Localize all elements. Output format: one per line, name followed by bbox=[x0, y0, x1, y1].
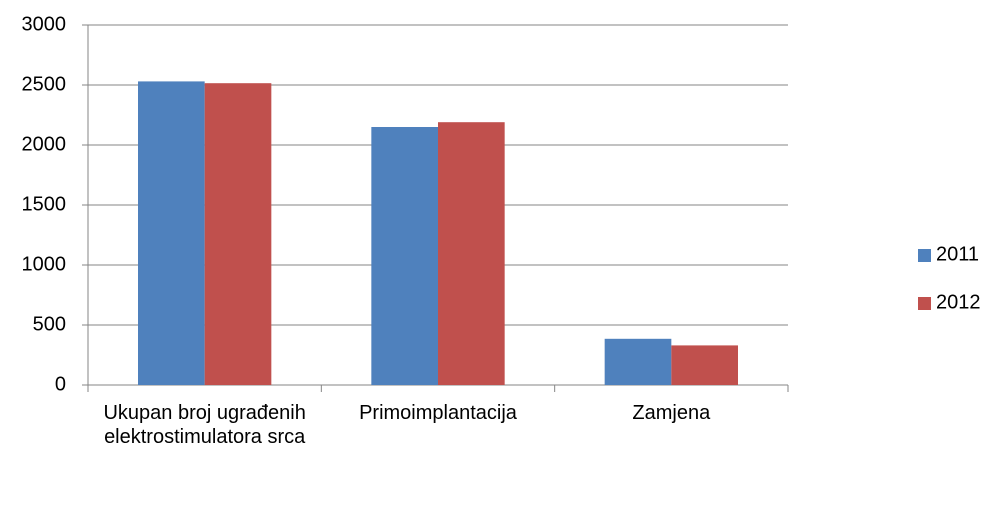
legend-swatch bbox=[918, 249, 931, 262]
legend-swatch bbox=[918, 297, 931, 310]
bar bbox=[138, 81, 205, 386]
y-tick-label: 2500 bbox=[22, 73, 67, 95]
y-tick-label: 1500 bbox=[22, 193, 67, 215]
x-tick-label: Primoimplantacija bbox=[359, 402, 517, 424]
legend-label: 2012 bbox=[936, 291, 981, 313]
bar bbox=[671, 345, 738, 385]
x-tick-label: Zamjena bbox=[632, 402, 711, 424]
legend-label: 2011 bbox=[936, 243, 979, 265]
y-tick-label: 3000 bbox=[22, 13, 67, 35]
y-tick-label: 500 bbox=[33, 313, 66, 335]
y-tick-label: 2000 bbox=[22, 133, 67, 155]
x-tick-label: Ukupan broj ugrađenih elektrostimulatora… bbox=[103, 402, 306, 448]
bar bbox=[604, 338, 672, 385]
y-tick-label: 1000 bbox=[22, 253, 67, 275]
bar bbox=[371, 127, 438, 385]
bar bbox=[438, 122, 505, 385]
y-tick-label: 0 bbox=[55, 373, 66, 395]
bar bbox=[204, 83, 272, 385]
